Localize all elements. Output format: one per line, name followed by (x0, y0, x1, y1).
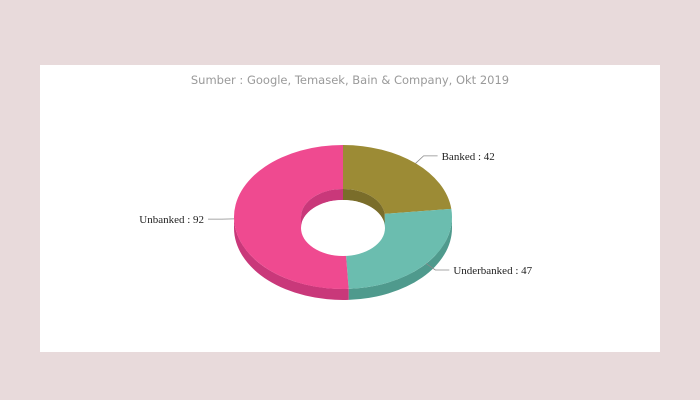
data-label-unbanked: Unbanked : 92 (139, 214, 204, 226)
slice-underbanked[interactable] (345, 208, 452, 289)
leader-line-banked (415, 155, 438, 164)
slice-side-underbanked (348, 217, 452, 300)
chart-card: Sumber : Google, Temasek, Bain & Company… (40, 65, 660, 352)
data-label-underbanked: Underbanked : 47 (453, 265, 532, 277)
donut-hole (301, 200, 385, 256)
slice-banked[interactable] (343, 145, 452, 214)
slice-inner-wall-banked (343, 189, 385, 225)
donut-chart: Banked : 42 Underbanked : 47 Unbanked : 92 (139, 145, 533, 300)
slice-unbanked[interactable] (233, 145, 349, 289)
chart-subtitle: Sumber : Google, Temasek, Bain & Company… (190, 73, 510, 87)
slice-side-unbanked (234, 217, 349, 300)
slice-inner-wall-unbanked (301, 189, 343, 228)
leader-line-underbanked (425, 263, 450, 271)
data-label-banked: Banked : 42 (442, 151, 495, 163)
